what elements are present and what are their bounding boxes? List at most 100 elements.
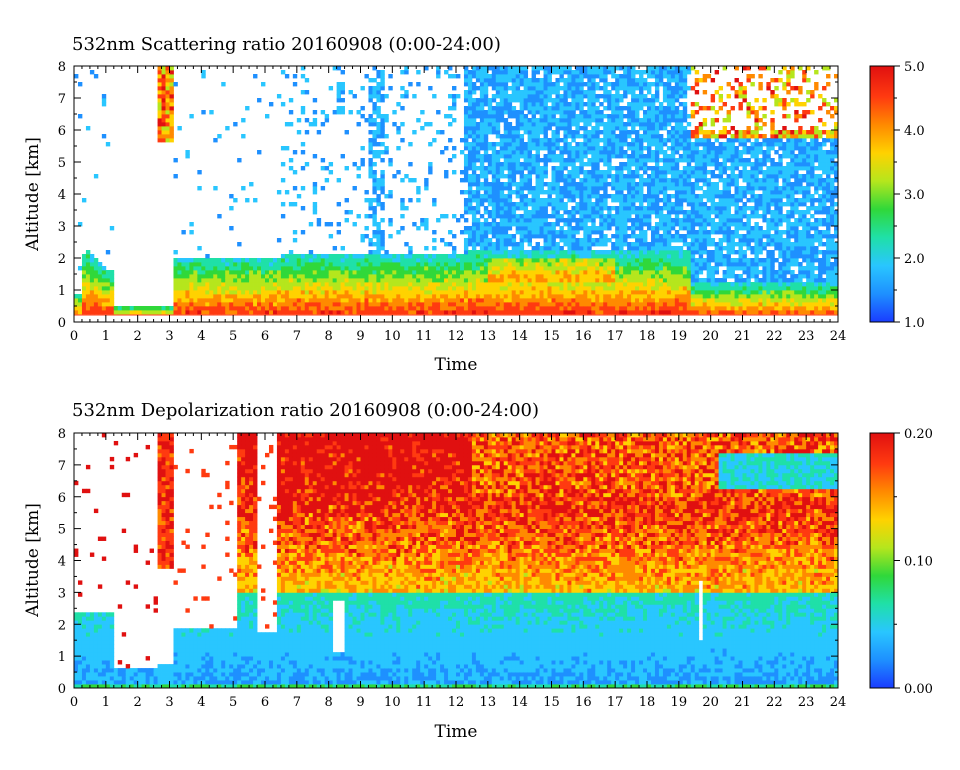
heatmap-cell — [101, 286, 107, 291]
heatmap-cell — [575, 254, 580, 259]
heatmap-cell — [547, 66, 552, 71]
heatmap-cell — [611, 122, 616, 127]
heatmap-cell — [440, 274, 445, 279]
heatmap-cell — [280, 102, 286, 107]
heatmap-cell — [487, 266, 493, 271]
heatmap-cell — [257, 286, 262, 291]
heatmap-cell — [233, 278, 238, 283]
heatmap-cell — [507, 242, 513, 247]
heatmap-cell — [444, 290, 449, 295]
heatmap-cell — [448, 294, 453, 299]
heatmap-cell — [523, 302, 529, 307]
heatmap-cell — [591, 306, 596, 311]
heatmap-cell — [467, 282, 473, 287]
heatmap-cell — [523, 70, 529, 75]
heatmap-cell — [193, 262, 198, 267]
heatmap-cell — [635, 170, 640, 175]
heatmap-cell — [165, 70, 170, 75]
heatmap-cell — [280, 298, 286, 303]
heatmap-cell — [165, 118, 170, 123]
heatmap-cell — [304, 310, 310, 315]
heatmap-cell — [539, 234, 544, 239]
heatmap-cell — [368, 286, 373, 291]
heatmap-cell — [328, 162, 334, 167]
heatmap-cell — [288, 274, 294, 279]
heatmap-cell — [595, 266, 600, 271]
heatmap-cell — [467, 90, 473, 95]
heatmap-cell — [583, 186, 588, 191]
heatmap-cell — [221, 306, 226, 311]
heatmap-cell — [459, 282, 465, 287]
heatmap-cell — [300, 90, 306, 95]
heatmap-cell — [344, 282, 349, 287]
heatmap-cell — [324, 222, 330, 227]
heatmap-cell — [535, 266, 540, 271]
heatmap-cell — [635, 186, 640, 191]
heatmap-cell — [396, 290, 401, 295]
heatmap-cell — [420, 218, 425, 223]
heatmap-cell — [615, 82, 620, 87]
heatmap-cell — [471, 310, 477, 315]
heatmap-cell — [384, 150, 389, 155]
heatmap-cell — [674, 98, 680, 103]
heatmap-cell — [539, 230, 544, 235]
heatmap-cell — [639, 206, 644, 211]
heatmap-cell — [424, 178, 429, 183]
heatmap-cell — [380, 278, 385, 283]
heatmap-cell — [682, 102, 688, 107]
heatmap-cell — [312, 210, 318, 215]
heatmap-cell — [233, 306, 238, 311]
heatmap-cell — [173, 294, 178, 299]
heatmap-cell — [635, 286, 640, 291]
heatmap-cell — [495, 174, 501, 179]
heatmap-cell — [448, 290, 453, 295]
heatmap-cell — [627, 270, 632, 275]
heatmap-cell — [348, 262, 353, 267]
heatmap-cell — [563, 234, 568, 239]
heatmap-cell — [662, 206, 668, 211]
heatmap-cell — [503, 186, 509, 191]
heatmap-cell — [635, 190, 640, 195]
heatmap-cell — [603, 198, 608, 203]
heatmap-cell — [515, 130, 521, 135]
heatmap-cell — [643, 298, 648, 303]
heatmap-cell — [571, 214, 576, 219]
heatmap-cell — [583, 270, 588, 275]
heatmap-cell — [304, 162, 310, 167]
heatmap-cell — [380, 118, 385, 123]
heatmap-cell — [475, 66, 481, 71]
heatmap-cell — [249, 262, 254, 267]
heatmap-cell — [599, 290, 604, 295]
heatmap-cell — [364, 278, 369, 283]
heatmap-cell — [444, 70, 449, 75]
heatmap-cell — [523, 66, 529, 71]
heatmap-cell — [495, 258, 501, 263]
heatmap-cell — [662, 154, 668, 159]
heatmap-cell — [276, 282, 282, 287]
heatmap-cell — [563, 110, 568, 115]
heatmap-cell — [276, 94, 282, 99]
heatmap-cell — [650, 138, 656, 143]
heatmap-cell — [571, 258, 576, 263]
heatmap-cell — [563, 302, 568, 307]
heatmap-cell — [380, 158, 385, 163]
heatmap-cell — [475, 238, 481, 243]
heatmap-cell — [595, 162, 600, 167]
heatmap-cell — [567, 282, 572, 287]
heatmap-cell — [257, 290, 262, 295]
heatmap-cell — [539, 286, 544, 291]
heatmap-cell — [507, 226, 513, 231]
heatmap-cell — [141, 310, 147, 315]
heatmap-cell — [523, 298, 529, 303]
heatmap-cell — [639, 230, 644, 235]
heatmap-cell — [400, 278, 405, 283]
heatmap-cell — [527, 94, 533, 99]
heatmap-cell — [400, 306, 405, 311]
heatmap-cell — [650, 226, 656, 231]
heatmap-cell — [340, 258, 345, 263]
heatmap-cell — [483, 130, 489, 135]
heatmap-cell — [551, 110, 556, 115]
heatmap-cell — [471, 66, 477, 71]
heatmap-cell — [109, 302, 115, 307]
heatmap-cell — [619, 274, 624, 279]
